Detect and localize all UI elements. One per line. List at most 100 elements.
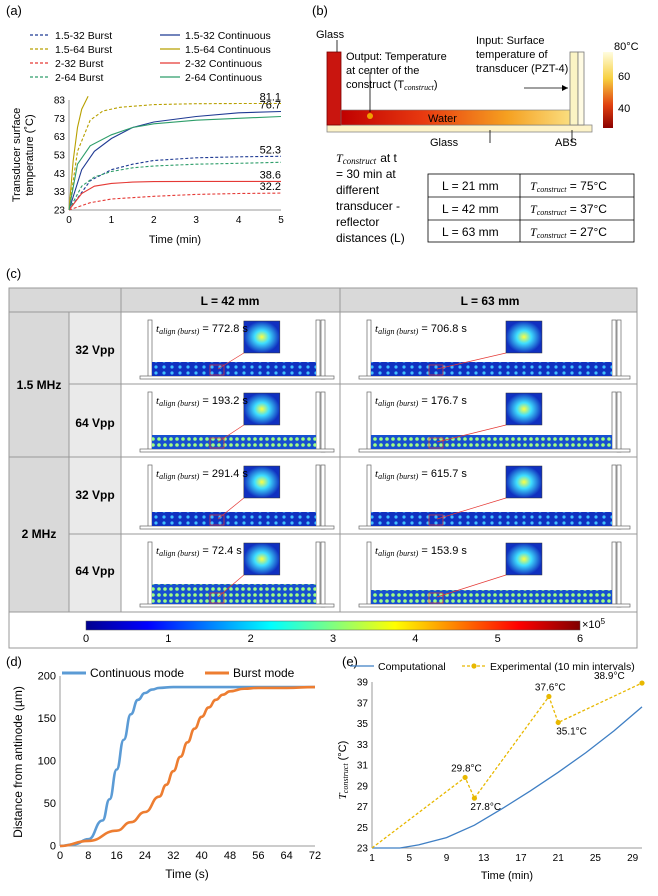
y-tick-label: 150: [38, 713, 56, 725]
simulation-cell: talign (burst) = 153.9 s: [358, 541, 631, 608]
acoustic-field: [371, 362, 612, 376]
chamber-wall: [366, 541, 372, 606]
caption-line-3: different: [336, 183, 380, 197]
series-line-continuous-mode: [59, 685, 315, 848]
y-tick-label: 83: [54, 96, 66, 107]
inset-field-zoom: [505, 392, 543, 426]
chamber-wall: [320, 464, 326, 530]
chamber-wall: [611, 464, 617, 528]
series-line-1-5-64-burst: [68, 102, 281, 211]
y-axis-label: Transducer surfacetemperature (˚C): [11, 108, 36, 202]
panel-label-a: (a): [6, 3, 22, 18]
simulation-cell: talign (burst) = 176.7 s: [358, 391, 631, 453]
chamber-wall: [616, 391, 622, 453]
output-label-3: construct (Tconstruct): [346, 79, 438, 92]
scale-tick-40: 40: [618, 103, 630, 115]
panel-label-d: (d): [6, 654, 22, 669]
col-header-63: L = 63 mm: [461, 294, 520, 308]
value-annotation: 38.9°C: [594, 671, 625, 682]
chamber-wall: [147, 391, 153, 451]
colorbar-tick: 1: [165, 633, 171, 645]
x-tick-label: 72: [309, 850, 321, 862]
x-tick-label: 5: [406, 853, 412, 864]
series-line-2-64-continuous: [68, 115, 282, 211]
y-axis-label: Tconstruct (°C): [337, 741, 350, 800]
legend-label: 1.5-32 Continuous: [185, 30, 271, 42]
zoom-region: [209, 514, 225, 526]
y-tick-label: 50: [44, 798, 56, 810]
series-line-experimental-10-min-intervals: [371, 682, 643, 849]
value-annotation: 81.1: [260, 91, 281, 103]
x-tick-label: 25: [590, 853, 602, 864]
legend-label: Experimental (10 min intervals): [490, 661, 635, 673]
construct-point: [367, 113, 373, 119]
caption-line-4: transducer -: [336, 199, 400, 213]
y-axis-label: Distance from antinode (µm): [11, 686, 25, 838]
caption-line-5: reflector: [336, 215, 379, 229]
output-label-2: at center of the: [346, 65, 419, 77]
x-tick-label: 8: [85, 850, 91, 862]
glass-bottom-label: Glass: [430, 137, 459, 149]
table-row-3-T: Tconstruct = 27°C: [530, 225, 607, 240]
chamber-wall: [611, 391, 617, 451]
chamber-base: [139, 603, 335, 608]
chamber-wall: [611, 319, 617, 378]
water-label: Water: [428, 113, 457, 125]
x-tick-label: 13: [478, 853, 490, 864]
series-line-2-64-burst: [68, 161, 282, 211]
caption-line-2: = 30 min at: [336, 167, 396, 181]
series-line-2-32-burst: [68, 192, 282, 211]
inset-field-zoom: [505, 320, 543, 354]
y-tick-label: 37: [357, 698, 369, 709]
y-tick-label: 29: [357, 781, 369, 792]
volt-1: 32 Vpp: [75, 343, 114, 357]
legend-label: 2-32 Continuous: [185, 58, 262, 70]
inset-pointer: [436, 497, 507, 520]
colorbar-exponent: ×105: [582, 617, 606, 631]
t-align-label: talign (burst) = 176.7 s: [375, 395, 467, 408]
panel-label-b: (b): [312, 3, 328, 18]
x-tick-label: 5: [278, 215, 284, 226]
acoustic-field: [371, 512, 612, 526]
chamber-wall: [320, 391, 326, 453]
value-annotation: 27.8°C: [470, 802, 501, 813]
t-align-label: talign (burst) = 193.2 s: [156, 395, 248, 408]
input-label-3: transducer (PZT-4): [476, 63, 568, 75]
acoustic-field: [152, 584, 316, 604]
chart-d: 0 8 16 24 32 40 48 56 64 72 0 50 100 150 200 Time (s) Di…: [11, 666, 321, 881]
data-point: [546, 693, 552, 700]
x-tick-label: 29: [627, 853, 639, 864]
legend-label: 2-32 Burst: [55, 58, 104, 70]
x-tick-label: 64: [281, 850, 293, 862]
col-header-42: L = 42 mm: [201, 294, 260, 308]
table-row-1-L: L = 21 mm: [442, 179, 499, 193]
transducer: [569, 51, 579, 126]
x-tick-label: 0: [66, 215, 72, 226]
acoustic-field: [371, 435, 612, 449]
caption-line-1: Tconstruct at t: [336, 151, 398, 166]
colorbar-tick: 3: [330, 633, 336, 645]
colorbar-tick: 4: [412, 633, 418, 645]
table-row-3-L: L = 63 mm: [442, 225, 499, 239]
chamber-wall: [366, 391, 372, 451]
volt-2: 64 Vpp: [75, 416, 114, 430]
data-point: [555, 719, 561, 726]
scale-title: 80°C: [614, 41, 639, 53]
table-row-2-T: Tconstruct = 37°C: [530, 202, 607, 217]
chamber-wall: [320, 319, 326, 380]
acoustic-field: [152, 435, 316, 449]
zoom-region: [209, 364, 225, 376]
x-tick-label: 40: [196, 850, 208, 862]
y-tick-label: 23: [54, 206, 66, 217]
x-tick-label: 1: [369, 853, 375, 864]
simulation-cell: talign (burst) = 615.7 s: [358, 464, 631, 530]
value-annotation: 52.3: [260, 144, 281, 156]
legend-marker: [471, 663, 477, 669]
zoom-region: [209, 437, 225, 449]
inset-field-zoom: [243, 392, 281, 426]
x-tick-label: 24: [139, 850, 151, 862]
value-annotation: 76.7: [260, 100, 281, 112]
left-glass-wall: [326, 51, 342, 126]
chamber-base: [139, 525, 335, 530]
